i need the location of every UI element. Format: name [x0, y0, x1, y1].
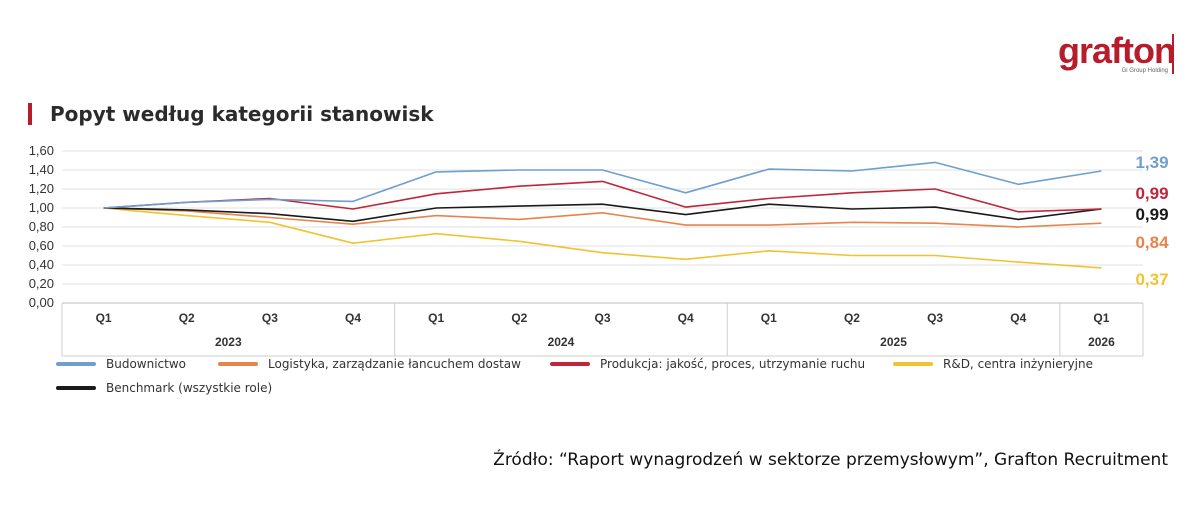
x-tick-label: Q4 — [1010, 311, 1026, 325]
y-tick-label: 0,60 — [29, 238, 54, 253]
chart-title: Popyt według kategorii stanowisk — [50, 102, 434, 126]
legend-label: Logistyka, zarządzanie łancuchem dostaw — [268, 357, 521, 371]
logo-subtext: Gi Group Holding — [1121, 68, 1168, 74]
x-tick-label: Q3 — [927, 311, 943, 325]
source-note: Źródło: “Raport wynagrodzeń w sektorze p… — [493, 450, 1168, 470]
series-line — [103, 203, 1102, 223]
y-tick-label: 1,60 — [29, 143, 54, 158]
title-accent-bar — [28, 103, 32, 125]
y-tick-label: 1,20 — [29, 181, 54, 196]
y-tick-label: 1,00 — [29, 200, 54, 215]
year-label: 2024 — [548, 335, 575, 349]
grafton-logo: grafton Gi Group Holding — [1040, 30, 1180, 80]
end-value-label: 1,39 — [1135, 153, 1168, 172]
x-tick-label: Q3 — [594, 311, 610, 325]
year-label: 2025 — [880, 335, 907, 349]
y-tick-label: 0,20 — [29, 276, 54, 291]
x-tick-label: Q2 — [844, 311, 860, 325]
x-tick-label: Q1 — [1093, 311, 1109, 325]
year-label: 2026 — [1088, 335, 1115, 349]
end-value-label: 0,99 — [1135, 205, 1168, 224]
series-line — [103, 207, 1102, 269]
end-value-label: 0,99 — [1135, 184, 1168, 203]
logo-wordmark: grafton — [1058, 30, 1176, 71]
legend-label: Benchmark (wszystkie role) — [106, 381, 272, 395]
x-tick-label: Q1 — [96, 311, 112, 325]
x-tick-label: Q4 — [345, 311, 361, 325]
y-tick-label: 1,40 — [29, 162, 54, 177]
y-tick-label: 0,80 — [29, 219, 54, 234]
end-value-label: 0,37 — [1135, 270, 1168, 289]
x-tick-label: Q1 — [428, 311, 444, 325]
y-tick-label: 0,40 — [29, 257, 54, 272]
end-value-label: 0,84 — [1135, 233, 1169, 252]
series-line — [103, 161, 1102, 209]
x-tick-label: Q4 — [678, 311, 694, 325]
legend-label: Produkcja: jakość, proces, utrzymanie ru… — [600, 357, 865, 371]
x-tick-label: Q1 — [761, 311, 777, 325]
series-line — [103, 207, 1102, 228]
x-tick-label: Q3 — [262, 311, 278, 325]
legend-label: Budownictwo — [106, 357, 186, 371]
y-tick-label: 0,00 — [29, 295, 54, 310]
x-tick-label: Q2 — [511, 311, 527, 325]
legend-label: R&D, centra inżynieryjne — [943, 357, 1093, 371]
x-tick-label: Q2 — [179, 311, 195, 325]
series-line — [103, 180, 1102, 213]
year-label: 2023 — [215, 335, 242, 349]
logo-divider — [1172, 34, 1174, 74]
